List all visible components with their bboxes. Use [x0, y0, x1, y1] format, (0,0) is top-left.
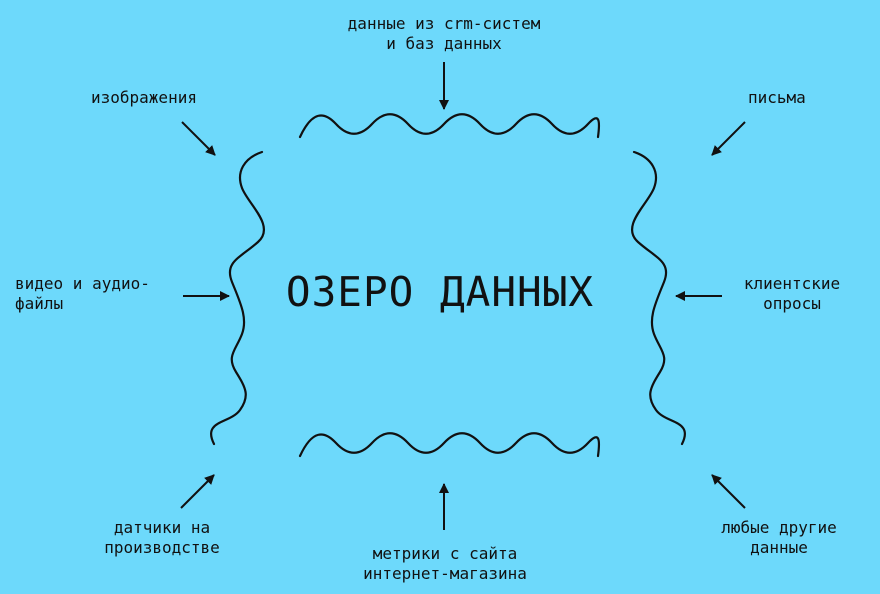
source-video-line1: видео и аудио-: [15, 274, 150, 293]
source-surveys: клиентские опросы: [725, 274, 859, 314]
source-metrics: метрики с сайта интернет-магазина: [335, 544, 555, 584]
arrow-images: [181, 121, 216, 156]
source-crm: данные из crm-систем и баз данных: [310, 14, 578, 54]
source-crm-line2: и баз данных: [386, 34, 502, 53]
source-crm-line1: данные из crm-систем: [347, 14, 541, 33]
source-other-line2: данные: [750, 538, 808, 557]
source-metrics-line2: интернет-магазина: [363, 564, 527, 583]
arrow-other: [711, 474, 746, 509]
source-surveys-line2: опросы: [763, 294, 821, 313]
source-sensors-line1: датчики на: [113, 518, 211, 537]
arrow-sensors: [180, 474, 215, 509]
source-surveys-line1: клиентские: [743, 274, 841, 293]
source-video: видео и аудио- файлы: [15, 274, 150, 314]
source-video-line2: файлы: [15, 294, 64, 313]
source-images: изображения: [91, 88, 197, 108]
lake-border-right: [630, 150, 686, 446]
source-letters: письма: [748, 88, 806, 108]
lake-border-left: [210, 150, 266, 446]
lake-border-bottom: [298, 432, 601, 458]
source-metrics-line1: метрики с сайта: [372, 544, 518, 563]
source-sensors: датчики на производстве: [82, 518, 242, 558]
source-letters-line1: письма: [748, 88, 806, 107]
lake-title: ОЗЕРО ДАННЫХ: [285, 268, 595, 316]
source-sensors-line2: производстве: [104, 538, 220, 557]
source-images-line1: изображения: [91, 88, 197, 107]
source-other: любые другие данные: [695, 518, 863, 558]
lake-border-top: [298, 113, 601, 139]
source-other-line1: любые другие: [721, 518, 837, 537]
arrow-letters: [711, 121, 746, 156]
